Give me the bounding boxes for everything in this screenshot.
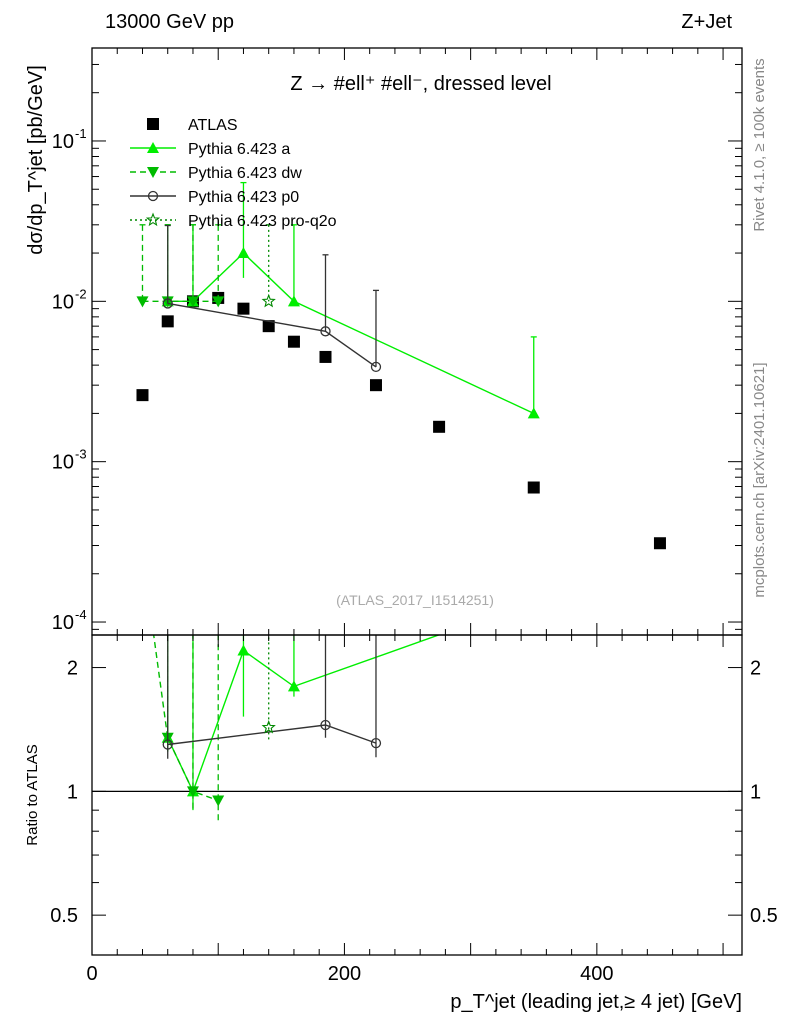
chart-frame-layer [91,47,743,956]
series-pythia-6-423-dw-ratio-point [212,795,225,807]
series-pythia-6-423-a-ratio-line [167,635,441,794]
x-tick-label: 400 [580,963,613,985]
legend-entry-pythia-6-423-a-marker [147,142,159,153]
legend-entry-pythia-6-423-a-label: Pythia 6.423 a [188,141,290,158]
series-pythia-6-423-a-ratio-point [237,644,250,656]
series-pythia-6-423-a-point [287,295,300,307]
series-atlas-point [136,389,149,402]
series-atlas-point [527,481,540,494]
y-tick-label-ratio-right: 2 [750,658,761,680]
series-atlas-point [287,335,300,348]
legend-entry-pythia-6-423-p0-label: Pythia 6.423 p0 [188,189,299,206]
series-pythia-6-423-p0-ratio-point [162,739,173,750]
series-pythia-6-423-p0-point [320,326,331,337]
y-tick-label-ratio-left: 2 [67,658,78,680]
main-panel-plot-area [136,181,666,550]
series-pythia-6-423-pro-q2o-point [261,293,276,308]
series-pythia-6-423-p0-ratio-point [320,719,331,731]
plot-title: Z → #ell⁺ #ell⁻, dressed level [290,73,551,95]
y-tick-label-ratio-left: 0.5 [50,905,78,927]
side-label-site: mcplots.cern.ch [arXiv:2401.10621] [751,362,768,597]
series-atlas-point [369,379,382,392]
y-tick-label-main-exponent: -4 [75,607,87,622]
series-pythia-6-423-p0-line [167,302,377,368]
series-pythia-6-423-a-point [527,407,540,419]
x-tick-label: 0 [86,963,97,985]
series-pythia-6-423-p0-ratio-point [370,737,382,749]
legend-entry-pythia-6-423-pro-q2o-marker [145,212,161,227]
header-left: 13000 GeV pp [105,11,234,33]
legend-entry-pythia-6-423-dw-marker [147,167,159,178]
legend-entry-pythia-6-423-p0-marker [147,190,159,202]
y-tick-label-main: 10 [52,452,74,474]
series-pythia-6-423-dw-point [186,296,199,308]
series-pythia-6-423-dw-point [212,296,225,308]
series-atlas-point [433,420,446,433]
legend-entry-pythia-6-423-dw-label: Pythia 6.423 dw [188,165,302,182]
series-pythia-6-423-a-line [167,252,534,415]
main-panel-frame [91,47,743,636]
y-tick-label-main: 10 [52,131,74,153]
legend-entry-atlas-label: ATLAS [188,117,238,134]
y-tick-label-ratio-right: 1 [750,781,761,803]
ratio-panel-plot-area [92,548,742,821]
series-pythia-6-423-p0-point [370,361,382,373]
series-atlas-point [161,315,174,328]
x-axis-title: p_T^jet (leading jet,≥ 4 jet) [GeV] [450,991,742,1013]
series-pythia-6-423-a-ratio-point [287,680,300,692]
series-pythia-6-423-a-ratio-point [528,595,540,606]
series-atlas-point [653,537,666,550]
x-tick-label: 200 [328,963,361,985]
y-tick-label-main: 10 [52,291,74,313]
y-tick-label-main-exponent: -1 [75,126,87,141]
series-pythia-6-423-a-point [237,247,250,259]
header-right: Z+Jet [681,11,732,33]
ratio-panel-frame [91,634,743,956]
series-pythia-6-423-dw-ratio-point [186,786,199,798]
series-pythia-6-423-dw-point [136,296,149,308]
legend-entry-atlas-marker [147,118,159,130]
y-axis-title-main: dσ/dp_T^jet [pb/GeV] [25,65,47,255]
series-pythia-6-423-dw-ratio-line [152,635,219,802]
y-axis-title-ratio: Ratio to ATLAS [24,744,41,845]
series-atlas-point [319,350,332,363]
y-tick-label-main: 10 [52,612,74,634]
y-tick-label-ratio-right: 0.5 [750,905,778,927]
analysis-label: (ATLAS_2017_I1514251) [336,592,494,608]
y-tick-label-main-exponent: -2 [75,286,87,301]
series-atlas-point [262,320,275,333]
side-label-rivet: Rivet 4.1.0, ≥ 100k events [751,58,768,231]
series-pythia-6-423-p0-point [162,298,173,309]
series-atlas-point [237,302,250,315]
y-tick-label-ratio-left: 1 [67,781,78,803]
series-pythia-6-423-dw-ratio-point [136,548,148,559]
y-tick-label-main-exponent: -3 [75,447,87,462]
legend-entry-pythia-6-423-pro-q2o-label: Pythia 6.423 pro-q2o [188,213,337,230]
chart-marks-layer [92,181,742,821]
series-pythia-6-423-pro-q2o-ratio-point [261,719,276,734]
chart-text-layer: 13000 GeV pp Z+Jet Z → #ell⁺ #ell⁻, dres… [24,11,778,1013]
